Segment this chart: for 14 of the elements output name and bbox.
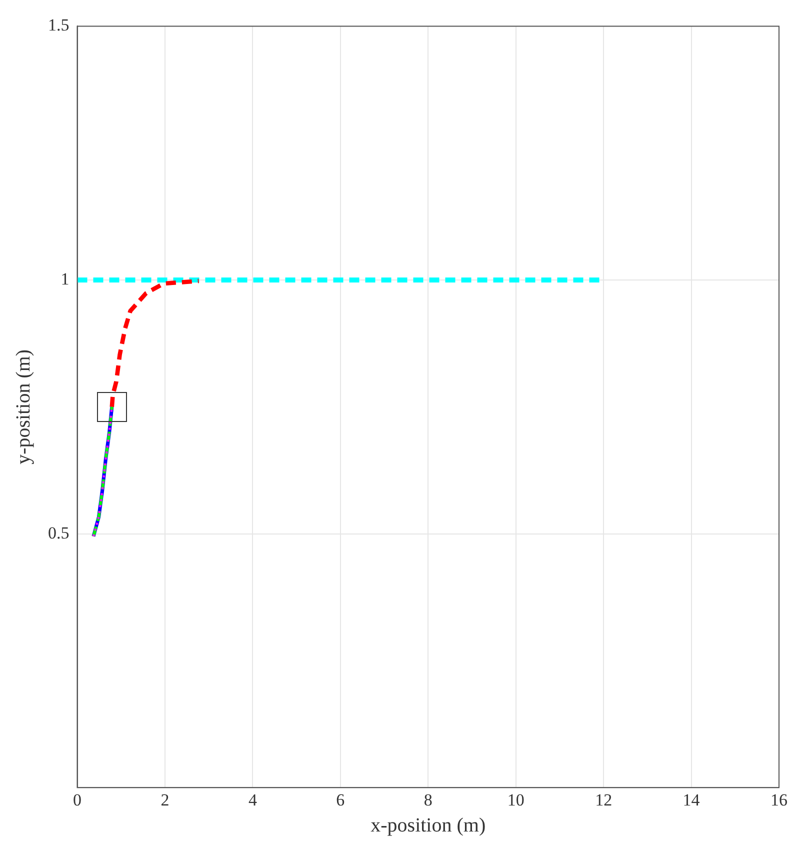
- x-tick-label: 10: [507, 790, 524, 810]
- x-tick-label: 8: [424, 790, 432, 810]
- y-tick-label: 1: [60, 269, 70, 288]
- x-tick-label: 4: [248, 790, 258, 810]
- x-tick-label: 16: [770, 790, 788, 810]
- x-tick-label: 12: [595, 790, 612, 810]
- x-tick-label: 0: [73, 790, 82, 810]
- x-axis-title: x-position (m): [370, 814, 486, 836]
- y-tick-label: 0.5: [48, 523, 70, 542]
- y-tick-label: 1.5: [48, 16, 70, 35]
- x-tick-label: 2: [160, 790, 170, 810]
- x-tick-label: 14: [682, 790, 700, 810]
- x-tick-label: 6: [336, 790, 345, 810]
- y-axis-title: y-position (m): [12, 349, 34, 464]
